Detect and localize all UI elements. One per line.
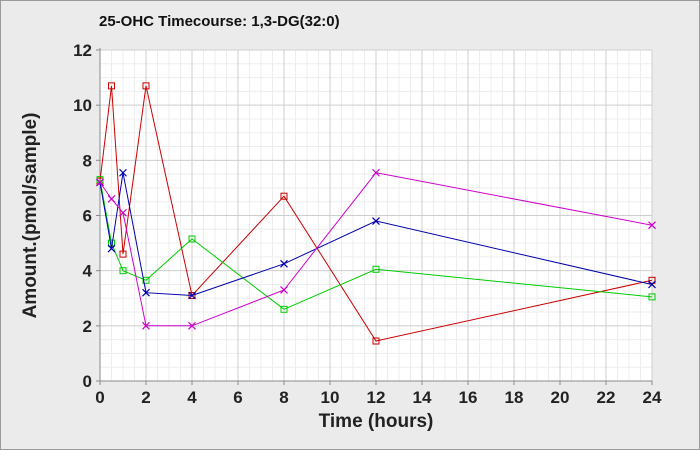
data-point	[648, 293, 656, 301]
marker-stroke	[648, 221, 656, 230]
data-point	[372, 265, 380, 273]
data-point	[96, 178, 104, 187]
x-tick-labels: 0 2 4 6 8 10 12 14 16 18 20 22 24	[95, 388, 662, 407]
axes	[96, 48, 653, 385]
data-point	[107, 195, 116, 203]
marker-stroke	[119, 168, 127, 177]
marker-stroke	[372, 217, 380, 225]
series-line	[99, 172, 653, 297]
y-tick-label: 4	[83, 262, 93, 281]
marker-stroke	[119, 208, 127, 217]
data-point	[648, 280, 656, 289]
series-2	[96, 176, 656, 313]
x-tick-label: 2	[141, 388, 150, 407]
data-point	[280, 305, 288, 313]
marker-stroke	[96, 178, 104, 187]
x-tick-label: 0	[95, 388, 104, 407]
data-point	[142, 321, 150, 330]
marker-stroke	[280, 259, 288, 268]
marker-stroke	[648, 280, 656, 289]
data-point	[142, 288, 150, 297]
marker-stroke	[107, 195, 116, 203]
x-tick-label: 10	[321, 388, 340, 407]
data-point	[107, 244, 116, 253]
series-line	[99, 85, 653, 342]
y-tick-label: 6	[83, 207, 92, 226]
data-point	[372, 217, 380, 225]
data-point	[188, 291, 196, 300]
major-grid	[99, 49, 653, 382]
data-point	[119, 250, 127, 258]
series-group	[96, 82, 656, 345]
data-point	[188, 235, 196, 243]
y-tick-label: 10	[73, 96, 92, 115]
data-point	[648, 276, 656, 284]
x-tick-label: 22	[597, 388, 616, 407]
data-point	[119, 267, 127, 275]
y-tick-label: 2	[83, 317, 92, 336]
y-tick-label: 8	[83, 151, 92, 170]
y-tick-label: 12	[73, 41, 92, 60]
marker-stroke	[280, 286, 288, 294]
x-tick-label: 12	[367, 388, 386, 407]
data-point	[372, 168, 380, 177]
x-tick-label: 4	[187, 388, 197, 407]
x-tick-label: 18	[505, 388, 524, 407]
data-point	[119, 208, 127, 217]
series-4	[96, 168, 656, 330]
x-tick-label: 20	[551, 388, 570, 407]
y-tick-labels: 0 2 4 6 8 10 12	[73, 41, 92, 391]
x-tick-label: 24	[643, 388, 662, 407]
data-point	[280, 259, 288, 268]
marker-stroke	[372, 168, 380, 177]
chart-title: 25-OHC Timecourse: 1,3-DG(32:0)	[99, 13, 340, 30]
marker-stroke	[188, 291, 196, 300]
marker-stroke	[142, 288, 150, 297]
data-point	[142, 82, 150, 90]
data-point	[280, 192, 288, 200]
data-point	[119, 168, 127, 177]
marker-stroke	[107, 244, 116, 253]
x-tick-label: 14	[413, 388, 432, 407]
x-tick-label: 8	[279, 388, 288, 407]
data-point	[142, 276, 150, 284]
data-point	[280, 286, 288, 294]
data-point	[648, 221, 656, 230]
data-point	[372, 337, 380, 345]
data-point	[188, 321, 196, 330]
x-tick-label: 6	[233, 388, 242, 407]
marker-stroke	[188, 321, 196, 330]
x-axis-label: Time (hours)	[319, 411, 434, 432]
y-axis-label: Amount.(pmol/sample)	[20, 113, 41, 319]
x-tick-label: 16	[459, 388, 478, 407]
data-point	[108, 82, 115, 90]
marker-stroke	[142, 321, 150, 330]
series-line	[99, 179, 653, 310]
y-tick-label: 0	[83, 372, 92, 391]
